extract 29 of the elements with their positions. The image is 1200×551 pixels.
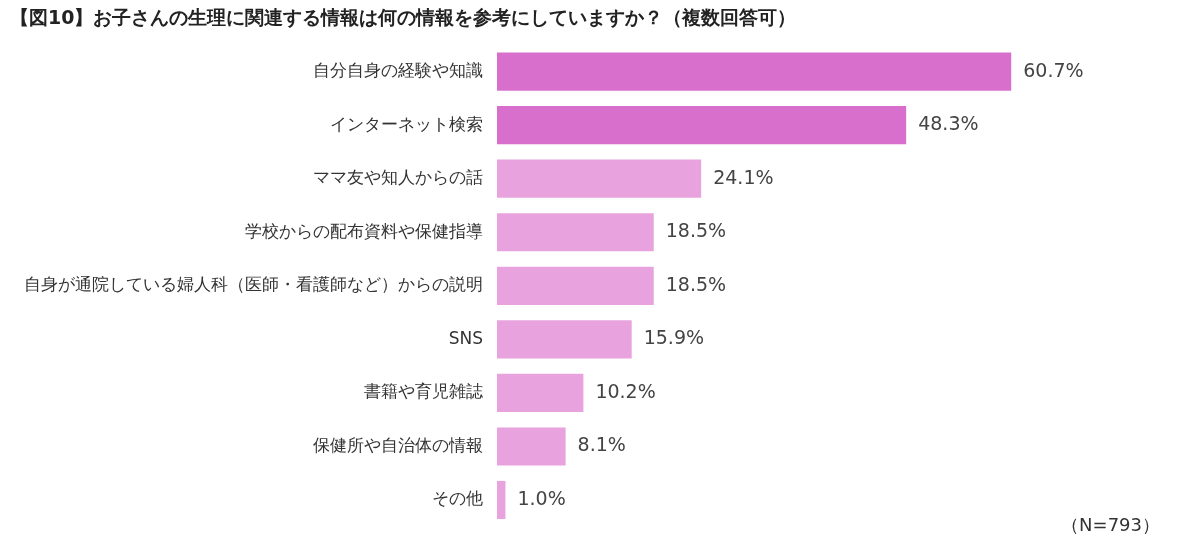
y-tick-label: 自分自身の経験や知識: [313, 60, 483, 80]
data-label: 8.1%: [577, 433, 626, 456]
data-label: 60.7%: [1023, 58, 1084, 81]
bar: [497, 320, 632, 359]
bar: [497, 213, 654, 252]
chart-title: 【図10】お子さんの生理に関連する情報は何の情報を参考にしていますか？（複数回答可）: [10, 6, 797, 29]
bar: [497, 480, 506, 520]
bar: [497, 373, 584, 412]
y-tick-label: 学校からの配布資料や保健指導: [245, 220, 483, 241]
bar: [497, 159, 702, 198]
y-tick-label: SNS: [448, 327, 483, 348]
bar: [497, 106, 907, 145]
bar: [497, 427, 566, 466]
y-tick-label: ママ友や知人からの話: [313, 167, 483, 188]
data-label: 18.5%: [665, 219, 727, 242]
y-tick-label: 書籍や育児雑誌: [364, 381, 483, 402]
y-tick-label: 自身が通院している婦人科（医師・看護師など）からの説明: [24, 274, 483, 295]
bar: [497, 52, 1012, 91]
data-label: 48.3%: [918, 112, 979, 135]
data-label: 10.2%: [595, 379, 656, 402]
bar: [497, 266, 654, 305]
data-label: 1.0%: [517, 486, 566, 509]
data-label: 24.1%: [713, 165, 774, 188]
y-tick-label: インターネット検索: [330, 113, 483, 134]
y-tick-label: 保健所や自治体の情報: [313, 434, 483, 455]
data-label: 18.5%: [665, 272, 727, 295]
text: （N=793）: [1061, 513, 1160, 537]
y-tick-label: その他: [432, 488, 483, 509]
data-label: 15.9%: [643, 326, 705, 349]
